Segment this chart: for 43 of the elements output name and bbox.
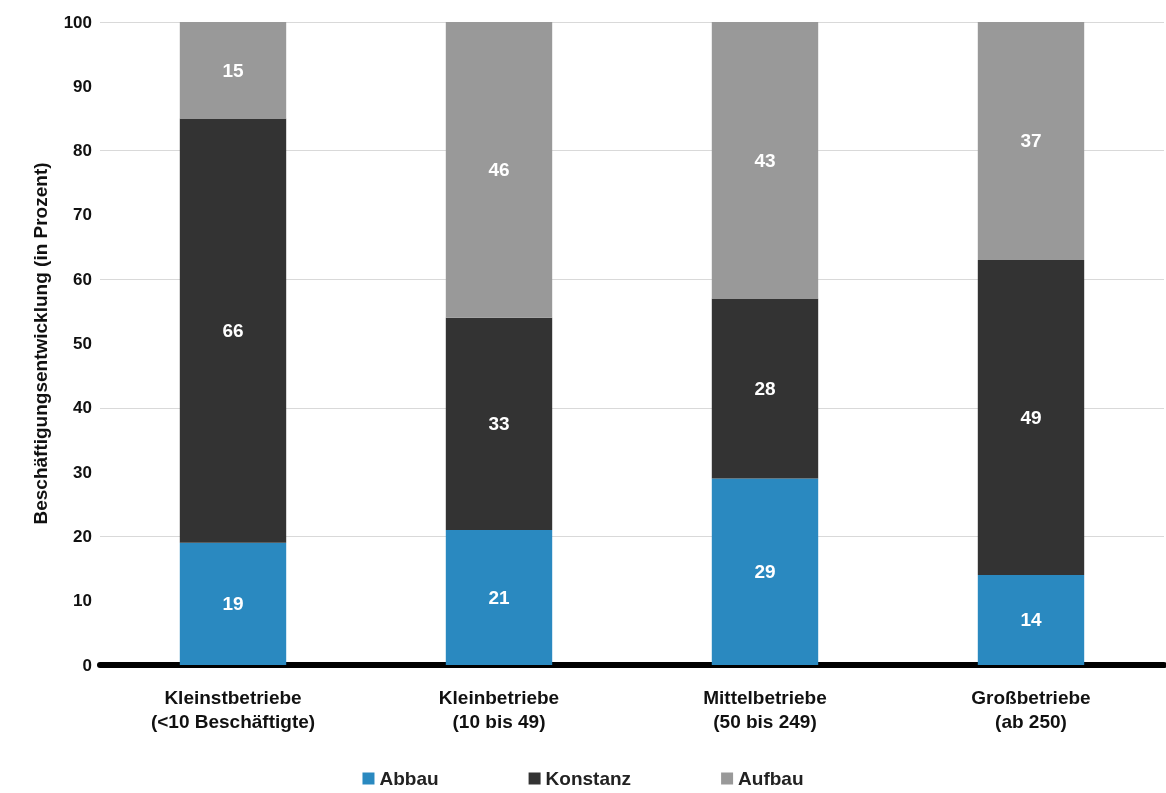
bar bbox=[711, 298, 819, 479]
y-tick-label: 70 bbox=[73, 205, 92, 225]
y-axis-title: Beschäftigungsentwicklung (in Prozent) bbox=[30, 162, 51, 525]
bar bbox=[711, 22, 819, 299]
y-tick-label: 50 bbox=[73, 334, 92, 353]
legend-label: Abbau bbox=[379, 768, 439, 789]
y-tick-label: 100 bbox=[63, 12, 92, 32]
data-label: 66 bbox=[222, 320, 244, 342]
data-label: 21 bbox=[488, 586, 510, 608]
data-label: 28 bbox=[754, 378, 776, 400]
y-tick-label: 0 bbox=[82, 655, 92, 675]
y-tick-label: 80 bbox=[73, 141, 92, 161]
bar bbox=[711, 478, 819, 665]
y-tick-label: 30 bbox=[73, 462, 92, 482]
x-tick-label: Mittelbetriebe (50 bis 249) bbox=[703, 686, 827, 732]
y-tick-label: 20 bbox=[73, 526, 92, 546]
data-label: 33 bbox=[488, 413, 510, 435]
bar bbox=[445, 529, 553, 665]
bar bbox=[179, 118, 287, 543]
data-label: 46 bbox=[488, 159, 510, 181]
y-tick-label: 90 bbox=[73, 76, 92, 96]
bar bbox=[445, 22, 553, 318]
bar bbox=[179, 542, 287, 665]
bar bbox=[977, 22, 1085, 260]
bar bbox=[977, 574, 1085, 665]
legend-label: Konstanz bbox=[545, 768, 632, 789]
bar bbox=[445, 317, 553, 530]
legend-label: Aufbau bbox=[738, 768, 804, 789]
data-label: 43 bbox=[754, 149, 776, 171]
y-tick-label: 60 bbox=[73, 269, 92, 289]
data-label: 15 bbox=[222, 59, 244, 81]
x-tick-label: Kleinstbetriebe (<10 Beschäftigte) bbox=[150, 686, 316, 732]
x-tick-label: Kleinbetriebe (10 bis 49) bbox=[438, 686, 560, 732]
y-tick-label: 10 bbox=[73, 591, 92, 611]
data-label: 19 bbox=[222, 593, 244, 615]
bar bbox=[179, 22, 287, 119]
x-tick-label: Großbetriebe (ab 250) bbox=[971, 686, 1091, 732]
data-label: 37 bbox=[1020, 130, 1042, 152]
bar bbox=[977, 259, 1085, 575]
y-tick-label: 40 bbox=[73, 398, 92, 418]
data-label: 14 bbox=[1020, 609, 1042, 631]
data-label: 29 bbox=[754, 561, 776, 583]
data-label: 49 bbox=[1020, 406, 1042, 428]
